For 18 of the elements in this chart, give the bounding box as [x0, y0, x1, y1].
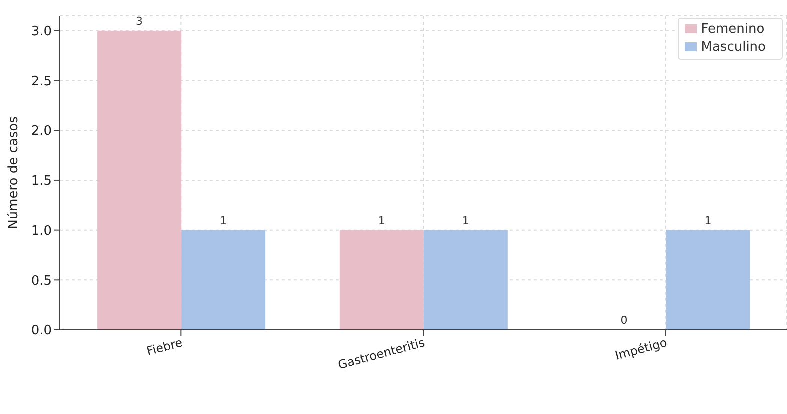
y-tick-label: 1.0 — [31, 224, 52, 239]
x-tick-label: Impétigo — [614, 336, 669, 363]
y-tick-label: 2.0 — [31, 124, 52, 140]
y-axis-title: Número de casos — [6, 116, 22, 230]
data-label: 3 — [136, 14, 144, 28]
data-label: 0 — [620, 314, 628, 327]
data-label: 1 — [220, 214, 228, 228]
y-tick-label: 2.5 — [31, 74, 52, 90]
data-label: 1 — [704, 214, 712, 228]
y-tick-label: 3.0 — [31, 24, 52, 40]
legend-label: Femenino — [701, 22, 765, 37]
y-tick-label: 0.0 — [31, 324, 52, 339]
data-label: 1 — [462, 214, 470, 228]
x-tick-label: Fiebre — [145, 336, 184, 359]
data-label: 1 — [378, 214, 386, 228]
y-tick-label: 0.5 — [31, 274, 52, 289]
legend-label: Masculino — [701, 40, 766, 55]
y-tick-label: 1.5 — [31, 174, 52, 190]
